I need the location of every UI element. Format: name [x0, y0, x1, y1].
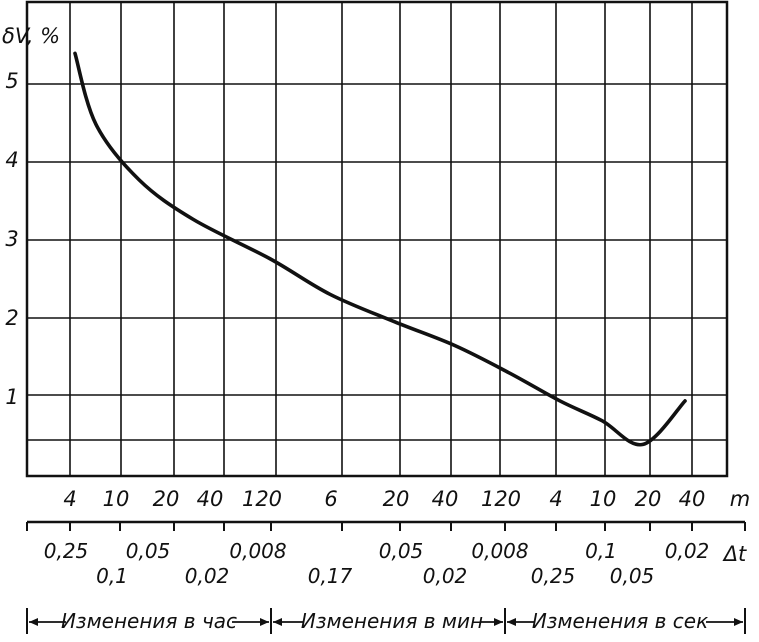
range-arrowhead: [734, 618, 743, 626]
x-axis-ticks-m: 4 10 20 40 120 6 20 40 120 4 10 20 40: [63, 487, 705, 511]
x-tick-label-dt: 0,02: [185, 564, 230, 588]
grid: [25, 0, 729, 478]
range-arrowhead: [260, 618, 269, 626]
y-tick-label: 1: [5, 385, 18, 409]
x-tick-label-m: 40: [197, 487, 224, 511]
x-tick-label-dt: 0,02: [423, 564, 468, 588]
x-tick-label-m: 10: [590, 487, 617, 511]
range-label: Изменения в час: [61, 609, 237, 633]
x-tick-label-m: 6: [324, 487, 337, 511]
x-tick-label-dt: 0,02: [665, 539, 710, 563]
x-axis-ticks-dt: 0,25 0,05 0,008 0,05 0,008 0,1 0,02 0,1 0,02 0,17…: [26, 520, 746, 588]
range-arrowhead: [273, 618, 282, 626]
x-tick-label-dt: 0,25: [44, 539, 89, 563]
x-tick-label-m: 40: [679, 487, 706, 511]
y-tick-label: 2: [5, 306, 18, 330]
x-tick-label-m: 20: [383, 487, 410, 511]
y-axis-ticks: 1 2 3 4 5: [5, 69, 18, 409]
x-tick-label-m: 20: [635, 487, 662, 511]
x-tick-label-dt: 0,008: [229, 539, 286, 563]
plot-frame: [25, 0, 729, 478]
x-tick-label-dt: 0,05: [610, 564, 655, 588]
range-label: Изменения в мин: [301, 609, 483, 633]
y-tick-label: 4: [5, 148, 18, 172]
x-tick-label-dt: 0,17: [308, 564, 353, 588]
x-tick-label-m: 4: [549, 487, 562, 511]
x-tick-label-dt: 0,1: [96, 564, 128, 588]
y-tick-label: 5: [5, 69, 18, 93]
range-arrowhead: [29, 618, 38, 626]
x-axis-label-m: m: [730, 487, 750, 511]
x-tick-label-m: 40: [432, 487, 459, 511]
series-line: [73, 51, 687, 447]
plot-area: [73, 51, 687, 447]
range-label: Изменения в сек: [532, 609, 708, 633]
x-tick-label-dt: 0,008: [471, 539, 528, 563]
range-arrowhead: [507, 618, 516, 626]
x-axis-label-dt: Δt: [722, 542, 747, 566]
x-tick-label-m: 120: [481, 487, 521, 511]
x-tick-label-m: 120: [242, 487, 282, 511]
x-tick-label-m: 10: [103, 487, 130, 511]
x-tick-label-m: 4: [63, 487, 76, 511]
range-arrowhead: [494, 618, 503, 626]
x-tick-label-dt: 0,1: [585, 539, 617, 563]
range-annotations: Изменения в час Изменения в мин Изменения …: [26, 608, 746, 634]
x-tick-label-dt: 0,25: [531, 564, 576, 588]
x-tick-label-dt: 0,05: [126, 539, 171, 563]
x-tick-label-m: 20: [153, 487, 180, 511]
y-tick-label: 3: [5, 227, 18, 251]
y-axis-label: δV, %: [2, 24, 60, 48]
x-tick-label-dt: 0,05: [379, 539, 424, 563]
